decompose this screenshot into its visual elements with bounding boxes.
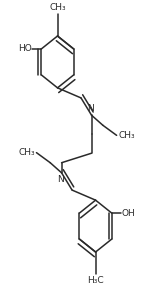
Text: CH₃: CH₃ [49, 3, 66, 12]
Text: CH₃: CH₃ [18, 148, 35, 157]
Text: OH: OH [122, 209, 135, 218]
Text: HO: HO [18, 44, 32, 54]
Text: H₃C: H₃C [87, 276, 104, 285]
Text: N: N [57, 175, 64, 184]
Text: N: N [87, 104, 94, 113]
Text: CH₃: CH₃ [118, 131, 135, 140]
